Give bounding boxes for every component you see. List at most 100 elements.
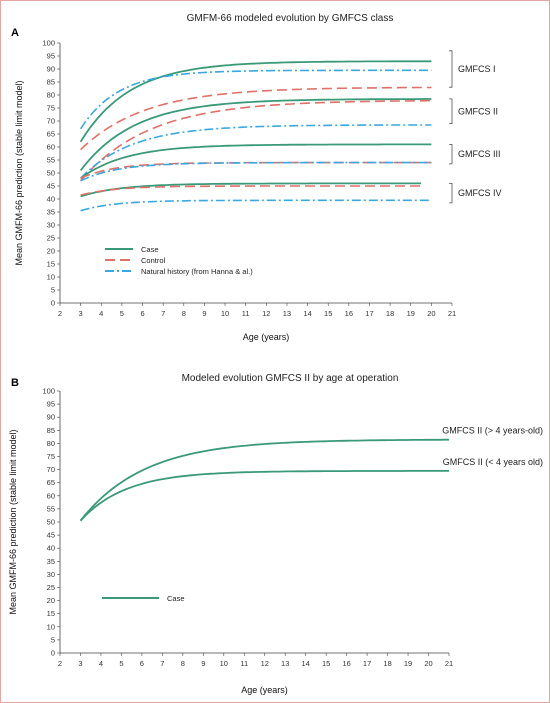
panel-a-y-tick-label: 65 xyxy=(47,130,55,139)
panel-a-y-tick-label: 90 xyxy=(47,65,55,74)
panel-b-x-tick-label: 16 xyxy=(342,659,350,668)
panel-b-x-tick-label: 5 xyxy=(119,659,123,668)
panel-b-x-tick-label: 20 xyxy=(424,659,432,668)
panel-b-series-case-1 xyxy=(79,469,449,522)
panel-a-y-tick-label: 55 xyxy=(47,156,55,165)
panel-a-x-tick-label: 17 xyxy=(365,309,373,318)
panel-b-series-label: GMFCS II (< 4 years old) xyxy=(443,457,543,467)
panel-b-y-tick-label: 85 xyxy=(47,426,55,435)
panel-b-x-tick-label: 14 xyxy=(302,659,310,668)
panel-b-y-label: Mean GMFM-66 prediction (stable limit mo… xyxy=(8,429,18,614)
panel-a-series-gmfcs-iv-control-10 xyxy=(80,185,422,196)
panel-b-x-label: Age (years) xyxy=(241,685,288,695)
panel-a-y-tick-label: 30 xyxy=(47,221,55,230)
panel-b-y-tick-label: 5 xyxy=(51,635,55,644)
panel-a-legend-label: Control xyxy=(141,256,166,265)
panel-b-series-case-0 xyxy=(79,438,449,522)
panel-b-y-tick-label: 65 xyxy=(47,478,55,487)
panel-a-x-tick-label: 5 xyxy=(120,309,124,318)
panel-a-y-tick-label: 70 xyxy=(47,117,55,126)
panel-a-x-tick-label: 16 xyxy=(345,309,353,318)
panel-b-y-tick-label: 45 xyxy=(47,531,55,540)
panel-b-y-tick-label: 70 xyxy=(47,465,55,474)
panel-a-x-tick-label: 12 xyxy=(262,309,270,318)
panel-a-series-gmfcs-ii-case-3 xyxy=(79,98,432,171)
panel-b-letter: B xyxy=(11,377,19,389)
panel-a-y-tick-label: 100 xyxy=(42,39,55,48)
bracket-gmfcs-i xyxy=(449,50,453,88)
panel-b-x-tick-label: 7 xyxy=(160,659,164,668)
panel-b-y-tick-label: 25 xyxy=(47,583,55,592)
panel-b-x-tick-label: 2 xyxy=(58,659,62,668)
bracket-gmfcs-ii xyxy=(449,98,453,124)
group-label-gmfcs-iii: GMFCS III xyxy=(458,149,501,159)
panel-a-series-gmfcs-iv-natural-history-11 xyxy=(80,199,432,212)
panel-a-series-gmfcs-iii-natural-history-8 xyxy=(80,161,432,182)
panel-a-x-tick-label: 15 xyxy=(324,309,332,318)
panel-a-x-tick-label: 14 xyxy=(303,309,311,318)
panel-b-y-tick-label: 95 xyxy=(47,400,55,409)
panel-a-series-gmfcs-i-natural-history-2 xyxy=(79,69,432,130)
panel-b-y-tick-label: 50 xyxy=(47,518,55,527)
panel-a-x-tick-label: 18 xyxy=(386,309,394,318)
panel-b-x-tick-label: 10 xyxy=(220,659,228,668)
panel-b-x-tick-label: 13 xyxy=(281,659,289,668)
panel-a-y-tick-label: 5 xyxy=(51,286,55,295)
panel-a-x-tick-label: 4 xyxy=(99,309,103,318)
group-label-gmfcs-iv: GMFCS IV xyxy=(458,188,502,198)
panel-a-x-label: Age (years) xyxy=(243,332,290,342)
panel-a-x-tick-label: 20 xyxy=(427,309,435,318)
panel-a-y-tick-label: 20 xyxy=(47,247,55,256)
panel-a-x-tick-label: 8 xyxy=(182,309,186,318)
panel-a-y-tick-label: 25 xyxy=(47,234,55,243)
panel-a-y-tick-label: 45 xyxy=(47,182,55,191)
panel-a-series-gmfcs-iii-case-6 xyxy=(80,143,432,179)
panel-a-y-tick-label: 60 xyxy=(47,143,55,152)
panel-a-x-tick-label: 11 xyxy=(242,309,250,318)
panel-b-x-tick-label: 21 xyxy=(445,659,453,668)
panel-a-y-tick-label: 50 xyxy=(47,169,55,178)
panel-a-x-tick-label: 9 xyxy=(202,309,206,318)
panel-b-x-tick-label: 3 xyxy=(78,659,82,668)
panel-b-y-tick-label: 20 xyxy=(47,596,55,605)
panel-a-x-tick-label: 10 xyxy=(221,309,229,318)
panel-a-y-label: Mean GMFM-66 prediction (stable limit mo… xyxy=(14,80,24,265)
panel-b-x-tick-label: 11 xyxy=(240,659,248,668)
panel-b-x-tick-label: 4 xyxy=(99,659,103,668)
panel-b-x-tick-label: 15 xyxy=(322,659,330,668)
panel-b-y-tick-label: 60 xyxy=(47,491,55,500)
panel-a-letter: A xyxy=(11,27,19,39)
panel-b-x-tick-label: 19 xyxy=(404,659,412,668)
panel-a-x-tick-label: 13 xyxy=(283,309,291,318)
panel-a-y-tick-label: 75 xyxy=(47,104,55,113)
panel-a-y-tick-label: 95 xyxy=(47,52,55,61)
panel-b-y-tick-label: 90 xyxy=(47,413,55,422)
panel-a-x-tick-label: 2 xyxy=(58,309,62,318)
panel-b-y-tick-label: 0 xyxy=(51,649,55,658)
group-label-gmfcs-ii: GMFCS II xyxy=(458,106,498,116)
panel-a-y-tick-label: 35 xyxy=(47,208,55,217)
panel-a-series-gmfcs-iii-control-7 xyxy=(80,161,432,179)
panel-a-y-tick-label: 15 xyxy=(47,260,55,269)
panel-b-x-tick-label: 8 xyxy=(181,659,185,668)
panel-a-series-gmfcs-ii-control-4 xyxy=(79,99,432,182)
panel-b-x-tick-label: 17 xyxy=(363,659,371,668)
bracket-gmfcs-iv xyxy=(449,183,453,204)
panel-b-legend-label: Case xyxy=(167,594,185,603)
panel-b-y-tick-label: 40 xyxy=(47,544,55,553)
panel-b-y-tick-label: 15 xyxy=(47,609,55,618)
panel-b-series-label: GMFCS II (> 4 years-old) xyxy=(442,425,543,435)
panel-a-y-tick-label: 0 xyxy=(51,299,55,308)
panel-a-y-tick-label: 80 xyxy=(47,91,55,100)
panel-a-y-tick-label: 40 xyxy=(47,195,55,204)
panel-b-x-tick-label: 18 xyxy=(383,659,391,668)
panel-a-title: GMFM-66 modeled evolution by GMFCS class xyxy=(187,13,394,24)
panel-b-y-tick-label: 100 xyxy=(42,387,55,396)
panel-a-series-gmfcs-i-case-0 xyxy=(79,60,432,143)
panel-a-y-tick-label: 85 xyxy=(47,78,55,87)
panel-b-x-tick-label: 12 xyxy=(261,659,269,668)
panel-b-y-tick-label: 35 xyxy=(47,557,55,566)
panel-a-series-gmfcs-iv-case-9 xyxy=(80,182,422,198)
